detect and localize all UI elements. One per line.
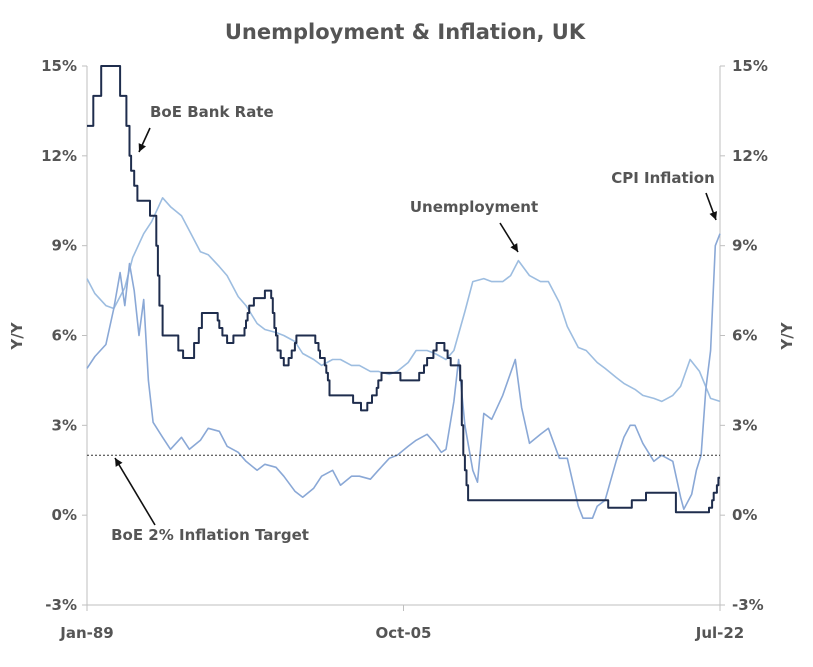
annotation-unemployment: Unemployment <box>410 198 538 216</box>
y-axis-label-right: Y/Y <box>778 321 796 350</box>
y-tick-label-right: 6% <box>732 327 757 345</box>
y-axis-label-left: Y/Y <box>8 321 26 350</box>
x-tick-label: Jan-89 <box>59 624 113 642</box>
y-tick-label-left: 3% <box>52 416 77 434</box>
x-tick-label: Oct-05 <box>376 624 432 642</box>
y-tick-label-right: 15% <box>732 57 768 75</box>
arrow-inflation-target-head <box>115 458 123 467</box>
y-tick-label-right: 3% <box>732 416 757 434</box>
tick-labels: -3% -3% 0% 0% 3% 3% 6% 6% 9% 9% 12% 12% 15% 15% Jan-89… <box>41 57 768 642</box>
arrow-cpi-inflation-head <box>709 211 717 220</box>
annotation-cpi-inflation: CPI Inflation <box>611 169 715 187</box>
series-line-cpi-inflation <box>86 233 721 519</box>
y-tick-label-left: 12% <box>41 147 77 165</box>
annotation-bank-rate: BoE Bank Rate <box>150 103 274 121</box>
y-tick-label-right: -3% <box>732 596 764 614</box>
y-tick-label-right: 9% <box>732 237 757 255</box>
annotation-inflation-target: BoE 2% Inflation Target <box>111 526 309 544</box>
y-tick-label-right: 0% <box>732 506 757 524</box>
axes <box>82 65 725 611</box>
arrow-bank-rate-head <box>138 143 146 152</box>
annotations: BoE Bank Rate Unemployment CPI Inflation Bo… <box>111 103 717 544</box>
arrow-unemployment-head <box>510 243 518 252</box>
y-tick-label-left: 9% <box>52 237 77 255</box>
y-tick-label-left: 15% <box>41 57 77 75</box>
series-group <box>86 65 721 519</box>
y-tick-label-left: 6% <box>52 327 77 345</box>
arrow-inflation-target <box>114 457 156 526</box>
y-tick-label-right: 12% <box>732 147 768 165</box>
y-tick-label-left: -3% <box>45 596 77 614</box>
series-line-unemployment <box>86 197 721 403</box>
chart-title: Unemployment & Inflation, UK <box>225 20 586 44</box>
series-line-boe-bank-rate <box>87 65 720 514</box>
y-tick-label-left: 0% <box>52 506 77 524</box>
x-tick-label: Jul-22 <box>695 624 745 642</box>
